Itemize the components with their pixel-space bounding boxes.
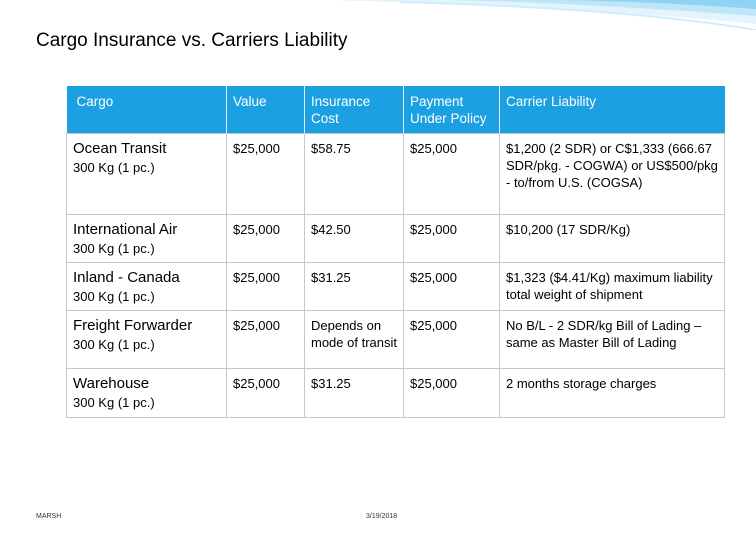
table-row: Inland - Canada 300 Kg (1 pc.) $25,000 $… xyxy=(66,262,725,311)
value-cell: $25,000 xyxy=(226,310,305,369)
cargo-name: Warehouse xyxy=(73,375,150,392)
carrier-liability-cell: $1,200 (2 SDR) or C$1,333 (666.67 SDR/pk… xyxy=(499,133,725,215)
payment-cell: $25,000 xyxy=(403,310,500,369)
footer-date: 3/19/2018 xyxy=(366,513,398,520)
value-cell: $25,000 xyxy=(226,133,305,215)
cargo-name: Ocean Transit xyxy=(73,140,167,157)
cargo-name: Inland - Canada xyxy=(73,269,180,286)
cargo-weight: 300 Kg (1 pc.) xyxy=(73,241,155,256)
cargo-weight: 300 Kg (1 pc.) xyxy=(73,337,155,352)
insurance-cost-cell: $58.75 xyxy=(304,133,404,215)
payment-cell: $25,000 xyxy=(403,368,500,418)
table-row: Ocean Transit 300 Kg (1 pc.) $25,000 $58… xyxy=(66,133,725,215)
cargo-insurance-table: Cargo Value Insurance Cost Payment Under… xyxy=(66,86,725,418)
insurance-cost-cell: $31.25 xyxy=(304,368,404,418)
cargo-name: International Air xyxy=(73,221,178,238)
insurance-cost-cell: $31.25 xyxy=(304,262,404,311)
insurance-cost-cell: Depends on mode of transit xyxy=(304,310,404,369)
carrier-liability-cell: No B/L - 2 SDR/kg Bill of Lading – same … xyxy=(499,310,725,369)
value-cell: $25,000 xyxy=(226,262,305,311)
table-row: Warehouse 300 Kg (1 pc.) $25,000 $31.25 … xyxy=(66,368,725,418)
page-title: Cargo Insurance vs. Carriers Liability xyxy=(36,30,348,51)
cargo-name: Freight Forwarder xyxy=(73,317,193,334)
insurance-cost-cell: $42.50 xyxy=(304,214,404,263)
cargo-weight: 300 Kg (1 pc.) xyxy=(73,160,155,175)
column-header-carrier-liability: Carrier Liability xyxy=(499,86,725,134)
payment-cell: $25,000 xyxy=(403,214,500,263)
column-header-payment-under-policy: Payment Under Policy xyxy=(403,86,500,134)
payment-cell: $25,000 xyxy=(403,133,500,215)
cargo-weight: 300 Kg (1 pc.) xyxy=(73,289,155,304)
column-header-insurance-cost: Insurance Cost xyxy=(304,86,404,134)
carrier-liability-cell: $1,323 ($4.41/Kg) maximum liability tota… xyxy=(499,262,725,311)
value-cell: $25,000 xyxy=(226,214,305,263)
footer-brand: MARSH xyxy=(36,513,62,520)
column-header-cargo: Cargo xyxy=(66,86,227,134)
decorative-wave-band xyxy=(0,0,756,30)
table-row: International Air 300 Kg (1 pc.) $25,000… xyxy=(66,214,725,263)
table-row: Freight Forwarder 300 Kg (1 pc.) $25,000… xyxy=(66,310,725,369)
cargo-weight: 300 Kg (1 pc.) xyxy=(73,395,155,410)
cargo-cell: Inland - Canada 300 Kg (1 pc.) xyxy=(66,262,227,311)
cargo-cell: International Air 300 Kg (1 pc.) xyxy=(66,214,227,263)
carrier-liability-cell: $10,200 (17 SDR/Kg) xyxy=(499,214,725,263)
cargo-cell: Freight Forwarder 300 Kg (1 pc.) xyxy=(66,310,227,369)
cargo-cell: Warehouse 300 Kg (1 pc.) xyxy=(66,368,227,418)
table-header-row: Cargo Value Insurance Cost Payment Under… xyxy=(66,86,725,134)
cargo-cell: Ocean Transit 300 Kg (1 pc.) xyxy=(66,133,227,215)
carrier-liability-cell: 2 months storage charges xyxy=(499,368,725,418)
value-cell: $25,000 xyxy=(226,368,305,418)
payment-cell: $25,000 xyxy=(403,262,500,311)
column-header-value: Value xyxy=(226,86,305,134)
